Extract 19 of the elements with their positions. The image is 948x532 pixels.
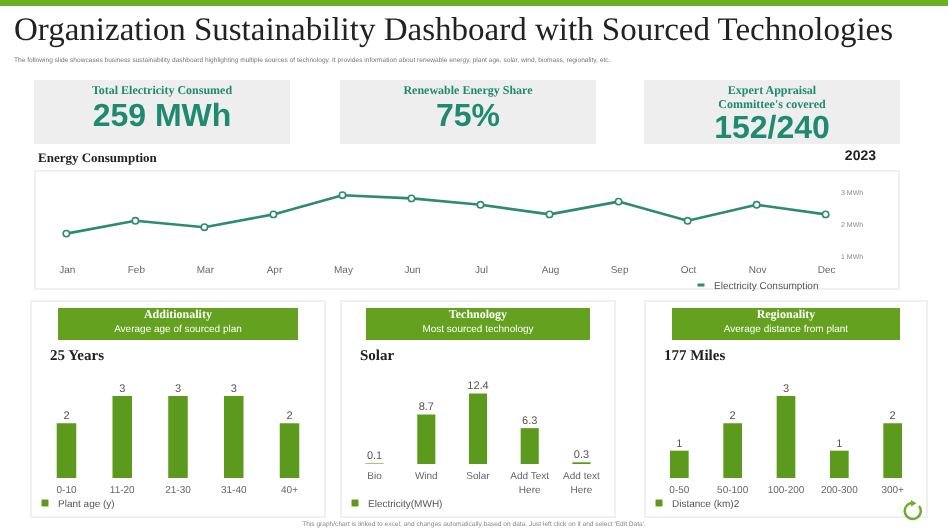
text: Organization Sustainability Dashboard with Sourced Technologies: [14, 10, 894, 50]
point: [476, 200, 485, 209]
point: [62, 229, 71, 238]
point: [200, 223, 209, 232]
point: [545, 210, 554, 219]
bar: [520, 428, 539, 464]
text: 75%: [433, 99, 503, 133]
bar: [417, 414, 436, 464]
point: [269, 210, 278, 219]
point: [752, 200, 761, 209]
bar: [468, 393, 488, 464]
point: [338, 191, 347, 200]
point: [683, 216, 692, 225]
point: [131, 216, 140, 225]
text: 152/240: [712, 112, 832, 146]
point: [821, 210, 830, 219]
point: [407, 194, 416, 203]
text: 259 MWh: [90, 99, 234, 133]
point: [614, 197, 623, 206]
